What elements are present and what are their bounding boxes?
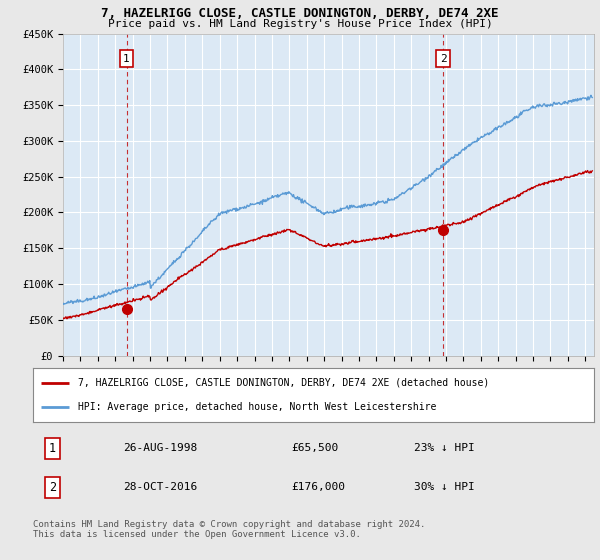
Text: £176,000: £176,000 <box>291 483 345 492</box>
Text: 30% ↓ HPI: 30% ↓ HPI <box>415 483 475 492</box>
Text: 1: 1 <box>123 54 130 64</box>
Text: 7, HAZELRIGG CLOSE, CASTLE DONINGTON, DERBY, DE74 2XE: 7, HAZELRIGG CLOSE, CASTLE DONINGTON, DE… <box>101 7 499 20</box>
Text: 23% ↓ HPI: 23% ↓ HPI <box>415 444 475 453</box>
Text: Contains HM Land Registry data © Crown copyright and database right 2024.
This d: Contains HM Land Registry data © Crown c… <box>33 520 425 539</box>
Text: 7, HAZELRIGG CLOSE, CASTLE DONINGTON, DERBY, DE74 2XE (detached house): 7, HAZELRIGG CLOSE, CASTLE DONINGTON, DE… <box>78 378 489 388</box>
Text: £65,500: £65,500 <box>291 444 338 453</box>
Text: 1: 1 <box>49 442 56 455</box>
Text: 26-AUG-1998: 26-AUG-1998 <box>123 444 197 453</box>
Text: HPI: Average price, detached house, North West Leicestershire: HPI: Average price, detached house, Nort… <box>78 402 436 412</box>
Text: 28-OCT-2016: 28-OCT-2016 <box>123 483 197 492</box>
Text: 2: 2 <box>440 54 446 64</box>
Text: Price paid vs. HM Land Registry's House Price Index (HPI): Price paid vs. HM Land Registry's House … <box>107 19 493 29</box>
Text: 2: 2 <box>49 481 56 494</box>
